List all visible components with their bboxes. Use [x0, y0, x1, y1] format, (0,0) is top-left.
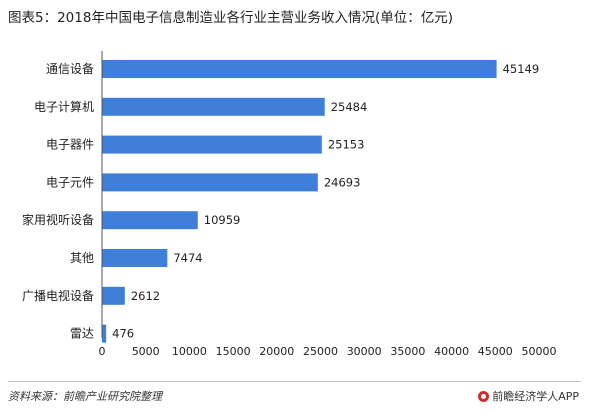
category-label: 电子计算机: [34, 99, 94, 114]
x-tick-label: 25000: [303, 345, 338, 358]
bar-1: [102, 97, 325, 116]
x-tick-label: 30000: [347, 345, 382, 358]
value-label: 25153: [328, 138, 365, 152]
value-label: 476: [112, 327, 134, 341]
x-tick-label: 15000: [216, 345, 251, 358]
brand-label: 前瞻经济学人APP: [492, 390, 579, 403]
x-tick-label: 0: [99, 345, 106, 358]
category-label: 家用视听设备: [22, 212, 94, 227]
value-label: 10959: [204, 213, 241, 227]
chart-title: 图表5：2018年中国电子信息制造业各行业主营业务收入情况(单位：亿元): [8, 10, 453, 26]
footer-divider: [8, 381, 581, 382]
category-label: 电子器件: [46, 138, 94, 152]
category-label: 其他: [70, 251, 94, 265]
x-tick-label: 45000: [478, 345, 513, 358]
category-label: 雷达: [70, 327, 94, 341]
brand-logo-icon: [478, 390, 490, 402]
value-label: 45149: [503, 62, 540, 76]
x-tick-label: 10000: [172, 345, 207, 358]
bar-chart: 通信设备 45149 电子计算机 25484 电子器件 25153 电子元件 24693 家用视…: [22, 51, 557, 358]
x-tick-label: 35000: [390, 345, 425, 358]
bar-6: [102, 286, 125, 305]
bar-3: [102, 173, 318, 192]
axis-group: 通信设备 45149 电子计算机 25484 电子器件 25153 电子元件 24693 家用视…: [22, 51, 557, 358]
bar-7: [102, 324, 107, 343]
bars-group: [102, 60, 497, 343]
source-note: 资料来源：前瞻产业研究院整理: [8, 390, 162, 403]
x-tick-label: 40000: [434, 345, 469, 358]
bar-4: [102, 211, 198, 230]
x-tick-label: 5000: [132, 345, 160, 358]
value-label: 24693: [324, 175, 361, 189]
category-label: 电子元件: [46, 175, 94, 189]
bar-2: [102, 135, 322, 154]
x-tick-label: 20000: [259, 345, 294, 358]
bar-0: [102, 60, 497, 78]
x-tick-label: 50000: [522, 345, 557, 358]
value-label: 2612: [131, 289, 160, 303]
value-label: 25484: [331, 100, 368, 114]
brand-mark: 前瞻经济学人APP: [478, 388, 579, 404]
category-label: 通信设备: [46, 62, 94, 76]
category-label: 广播电视设备: [22, 288, 94, 303]
value-label: 7474: [173, 251, 202, 265]
bar-5: [102, 249, 168, 267]
